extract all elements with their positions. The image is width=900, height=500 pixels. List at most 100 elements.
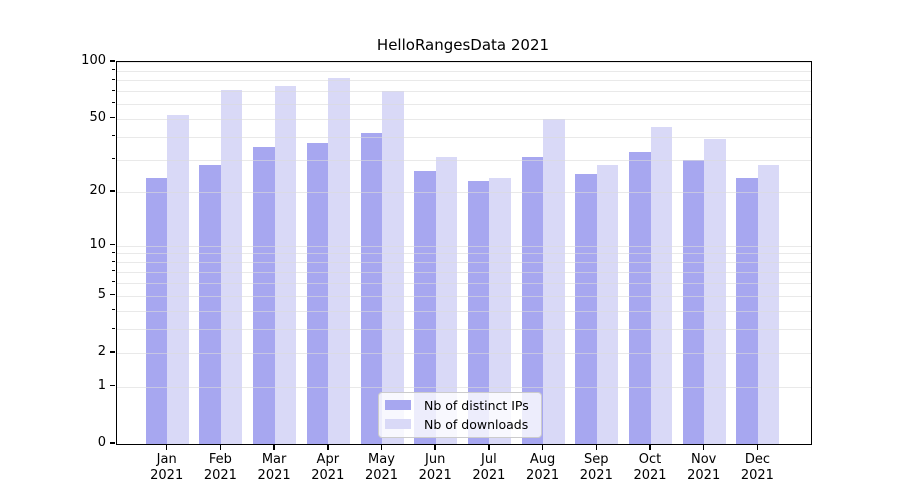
x-tick-label-month: Jun [425,452,446,467]
bar-downloads-may [382,91,404,444]
bar-distinct-ips-dec [736,177,758,444]
x-tick-mark-oct [649,444,651,450]
x-tick-mark-jun [434,444,436,450]
bar-distinct-ips-jan [145,177,168,444]
y-minor-tick-80 [111,78,115,80]
y-tick-mark-0 [109,442,115,444]
y-minor-tick-3 [111,327,115,329]
x-tick-label-year: 2021 [633,467,667,483]
legend-label-distinct-ips: Nb of distinct IPs [424,397,529,413]
x-tick-label-month: Apr [316,452,340,467]
x-tick-mark-sep [595,444,598,450]
x-tick-label-month: Feb [208,452,232,467]
y-tick-mark-2 [109,351,115,353]
x-tick-label-oct: Oct 2021 [618,452,682,483]
bars-layer [117,62,811,444]
bar-distinct-ips-may [360,132,382,444]
bar-downloads-jan [167,115,189,444]
x-tick-label-year: 2021 [364,467,399,483]
x-tick-label-month: Dec [744,452,770,467]
y-tick-label-2: 2 [97,344,106,360]
x-tick-label-year: 2021 [257,467,291,483]
x-tick-label-year: 2021 [579,467,613,483]
x-tick-mark-nov [702,444,705,450]
y-tick-label-10: 10 [89,236,106,252]
x-tick-label-month: Jul [481,452,497,467]
x-tick-mark-may [380,444,383,450]
x-tick-label-year: 2021 [740,467,774,483]
y-minor-tick-8 [111,260,115,262]
legend-entry-distinct-ips: Nb of distinct IPs [385,397,533,413]
legend-swatch-distinct-ips [385,400,411,410]
x-tick-label-jun: Jun 2021 [403,452,467,483]
y-minor-tick-40 [111,135,115,137]
bar-distinct-ips-aug [521,157,544,444]
x-tick-label-year: 2021 [687,467,721,483]
x-tick-label-year: 2021 [203,467,237,483]
y-tick-mark-20 [109,190,115,192]
legend-label-downloads: Nb of downloads [424,416,529,432]
legend-swatch-downloads [385,419,411,429]
x-tick-label-month: Nov [691,452,717,467]
bar-downloads-dec [757,165,780,444]
y-tick-label-100: 100 [81,53,106,68]
bar-distinct-ips-jun [414,171,436,444]
x-tick-label-dec: Dec 2021 [725,452,789,483]
x-tick-mark-feb [219,444,222,450]
legend-entry-downloads: Nb of downloads [385,416,533,432]
bar-downloads-feb [220,90,243,444]
y-minor-tick-7 [111,270,115,272]
y-minor-tick-4 [111,309,115,311]
plot-area [116,61,812,445]
bar-distinct-ips-apr [306,142,329,444]
x-tick-mark-jul [488,444,490,450]
x-tick-label-year: 2021 [311,467,345,483]
bar-distinct-ips-sep [575,174,597,444]
bar-downloads-jun [435,157,458,444]
x-tick-label-month: Oct [638,452,662,467]
x-tick-label-sep: Sep 2021 [564,452,628,483]
y-tick-mark-100 [109,60,115,62]
bar-distinct-ips-jul [467,180,490,444]
bar-downloads-sep [596,165,619,444]
x-tick-label-jul: Jul 2021 [457,452,521,483]
bar-distinct-ips-mar [253,147,275,444]
bar-downloads-jul [489,177,511,444]
x-tick-label-month: Aug [529,452,556,467]
x-tick-label-mar: Mar 2021 [242,452,306,483]
bar-downloads-apr [328,78,350,444]
chart-title: HelloRangesData 2021 [376,36,550,54]
x-tick-mark-apr [327,444,329,450]
x-tick-label-year: 2021 [472,467,506,483]
x-tick-label-month: May [368,452,395,467]
x-tick-label-month: Jan [156,452,177,467]
x-tick-mark-aug [541,444,544,450]
y-tick-mark-50 [109,116,115,119]
y-tick-label-20: 20 [89,183,106,198]
x-tick-label-aug: Aug 2021 [511,452,575,483]
bar-downloads-mar [274,85,297,444]
y-tick-mark-5 [109,293,115,296]
y-tick-label-50: 50 [89,109,106,125]
x-tick-label-month: Mar [261,452,287,467]
bar-downloads-oct [650,127,672,444]
y-tick-mark-10 [109,243,115,246]
x-tick-mark-mar [273,444,275,450]
y-minor-tick-60 [111,102,115,104]
x-tick-label-month: Sep [584,452,609,467]
x-tick-label-jan: Jan 2021 [135,452,199,483]
x-tick-label-year: 2021 [526,467,560,483]
x-tick-mark-dec [756,444,759,450]
y-tick-mark-1 [109,384,115,387]
y-tick-label-0: 0 [97,435,106,450]
bar-distinct-ips-feb [199,165,221,444]
x-tick-label-nov: Nov 2021 [672,452,736,483]
y-minor-tick-90 [111,69,115,71]
y-minor-tick-6 [111,281,115,283]
bar-distinct-ips-oct [629,152,651,444]
x-tick-label-feb: Feb 2021 [188,452,252,483]
y-minor-tick-9 [111,251,115,253]
y-tick-label-1: 1 [97,377,106,393]
y-minor-tick-30 [111,158,115,160]
